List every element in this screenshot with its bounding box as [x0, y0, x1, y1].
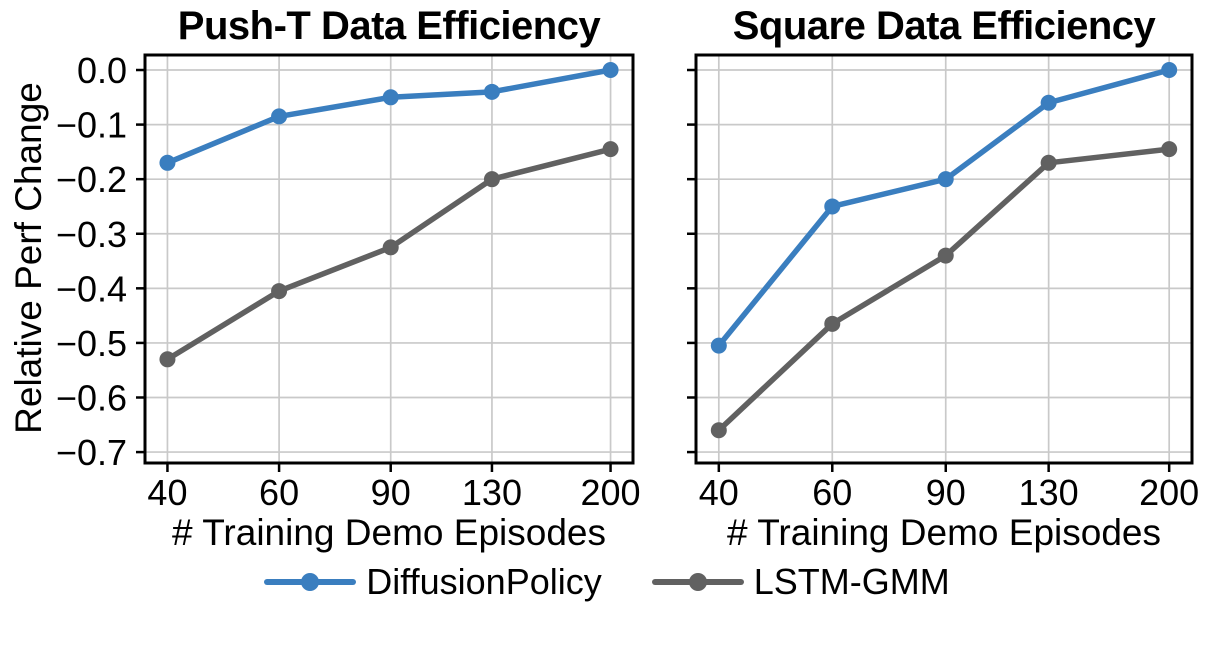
data-point-lstm-gmm [159, 351, 176, 368]
chart-title-pusht: Push-T Data Efficiency [177, 4, 601, 48]
legend-label-lstm-gmm: LSTM-GMM [753, 561, 950, 602]
x-tick-label: 130 [1019, 472, 1079, 513]
data-point-lstm-gmm [1040, 154, 1057, 171]
y-tick-label: −0.4 [56, 268, 127, 309]
data-point-diffusionpolicy [483, 83, 500, 100]
data-point-lstm-gmm [602, 141, 619, 158]
y-tick-label: −0.1 [56, 105, 127, 146]
legend-line-marker-icon [651, 573, 744, 591]
y-tick-label: −0.5 [56, 323, 127, 364]
x-tick-label: 90 [926, 472, 966, 513]
data-point-diffusionpolicy [824, 198, 841, 215]
data-point-diffusionpolicy [1161, 62, 1178, 79]
data-point-diffusionpolicy [602, 62, 619, 79]
y-tick-label: −0.3 [56, 214, 127, 255]
data-point-diffusionpolicy [1040, 94, 1057, 111]
data-point-lstm-gmm [1161, 141, 1178, 158]
plot-spines [694, 53, 1194, 465]
chart-title-square: Square Data Efficiency [732, 4, 1156, 48]
x-axis-label-pusht: # Training Demo Episodes [172, 512, 606, 553]
data-point-diffusionpolicy [271, 108, 288, 125]
data-point-lstm-gmm [483, 171, 500, 188]
data-point-lstm-gmm [824, 315, 841, 332]
x-tick-label: 40 [147, 472, 187, 513]
y-tick-label: −0.2 [56, 159, 127, 200]
y-axis-label: Relative Perf Change [8, 82, 49, 434]
data-point-diffusionpolicy [710, 337, 727, 354]
data-point-diffusionpolicy [159, 154, 176, 171]
y-tick-label: −0.7 [56, 432, 127, 473]
plot-pusht: 40 60 90 130 200 0.0 −0.1 −0.2 −0.3 −0.4 −0.5 −0.6 −… [56, 50, 641, 513]
x-tick-label: 200 [1139, 472, 1199, 513]
data-point-lstm-gmm [937, 247, 954, 264]
y-tick-label: 0.0 [77, 50, 127, 91]
x-axis-label-square: # Training Demo Episodes [727, 512, 1161, 553]
x-tick-label: 200 [581, 472, 641, 513]
data-point-lstm-gmm [382, 239, 399, 256]
data-point-diffusionpolicy [937, 171, 954, 188]
legend-dot-icon [688, 573, 707, 591]
x-tick-label: 60 [259, 472, 299, 513]
legend: DiffusionPolicy LSTM-GMM [0, 556, 1214, 608]
y-tick-label: −0.6 [56, 378, 127, 419]
legend-label-diffusionpolicy: DiffusionPolicy [366, 561, 602, 602]
legend-dot-icon [301, 573, 320, 591]
series-line-diffusionpolicy [164, 67, 614, 166]
legend-item-diffusionpolicy: DiffusionPolicy [264, 561, 602, 603]
series-line-diffusionpolicy [716, 67, 1172, 349]
data-point-diffusionpolicy [382, 89, 399, 106]
x-tick-label: 130 [462, 472, 522, 513]
plot-square: 40 60 90 130 200 [687, 53, 1199, 513]
legend-line-marker-icon [264, 573, 357, 591]
data-point-lstm-gmm [710, 422, 727, 439]
plot-spines [143, 53, 635, 465]
x-tick-label: 60 [812, 472, 852, 513]
data-point-lstm-gmm [271, 283, 288, 300]
x-tick-label: 40 [699, 472, 739, 513]
x-tick-label: 90 [371, 472, 411, 513]
series-line-lstm-gmm [716, 146, 1172, 434]
legend-item-lstm-gmm: LSTM-GMM [651, 561, 950, 603]
